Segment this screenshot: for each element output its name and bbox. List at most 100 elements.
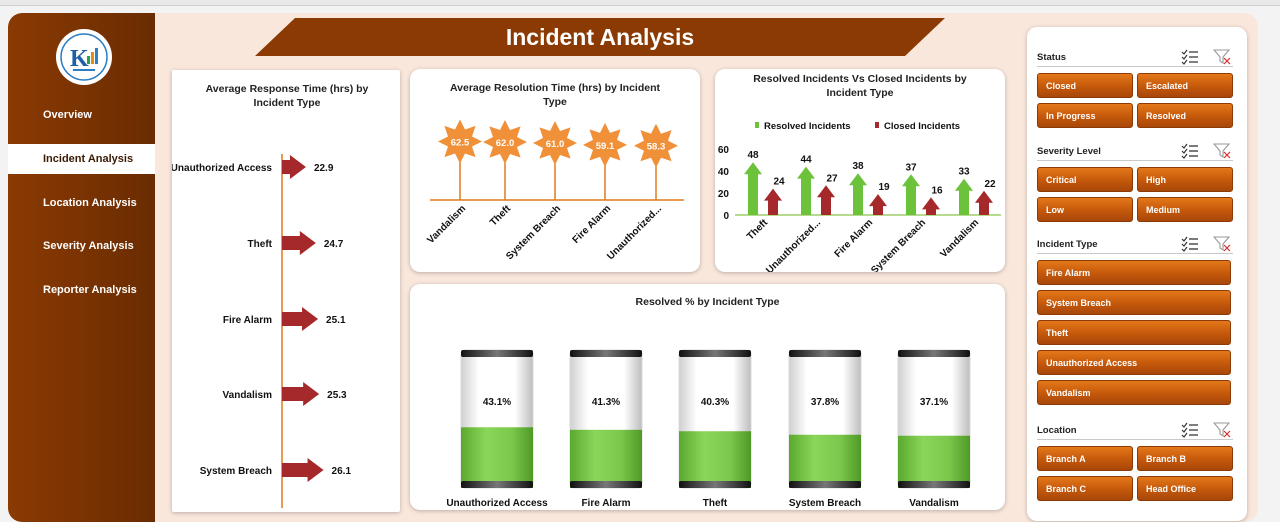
slicer-item-in-progress[interactable]: In Progress [1037, 103, 1133, 128]
legend-swatch [875, 122, 879, 128]
slicer-item-resolved[interactable]: Resolved [1137, 103, 1233, 128]
resolved-bar [797, 166, 815, 215]
response-value-label: 25.1 [326, 315, 346, 326]
slicer-item-unauthorized-access[interactable]: Unauthorized Access [1037, 350, 1231, 375]
closed-value-label: 16 [931, 185, 943, 196]
slicer-item-critical[interactable]: Critical [1037, 167, 1133, 192]
sidebar-item-severity-analysis[interactable]: Severity Analysis [43, 240, 134, 252]
resolved-percent-cylinder [897, 349, 971, 489]
response-category-label: Theft [248, 239, 273, 250]
resolved-percent-category: Unauthorized Access [446, 498, 548, 509]
response-bar [282, 382, 320, 406]
legend-label: Resolved Incidents [764, 121, 851, 132]
resolved-value-label: 48 [747, 150, 759, 161]
sidebar-item-reporter-analysis[interactable]: Reporter Analysis [43, 284, 137, 296]
resolution-category-label: Unauthorized... [605, 203, 664, 262]
page-title: Incident Analysis [505, 23, 695, 50]
response-category-label: Vandalism [223, 390, 273, 401]
slicer-item-theft[interactable]: Theft [1037, 320, 1231, 345]
category-label: Unauthorized... [764, 217, 823, 272]
resolved-bar [849, 173, 867, 215]
resolved-percent-cylinder [678, 349, 752, 489]
response-value-label: 25.3 [327, 390, 347, 401]
resolved-value-label: 44 [800, 155, 812, 166]
dashboard-frame: K Overview Incident Analysis Location Anal… [8, 13, 1258, 522]
closed-bar [764, 188, 782, 215]
resolution-value-label: 61.0 [546, 139, 565, 150]
slicer-item-branch-a[interactable]: Branch A [1037, 446, 1133, 471]
resolved-percent-cylinder [460, 349, 534, 489]
multi-select-icon[interactable] [1181, 143, 1199, 162]
slicer-item-closed[interactable]: Closed [1037, 73, 1133, 98]
slicer-item-branch-b[interactable]: Branch B [1137, 446, 1233, 471]
clear-filter-icon[interactable] [1212, 49, 1231, 68]
resolution-category-label: System Breach [504, 203, 563, 262]
closed-bar [975, 190, 993, 215]
slicer-item-vandalism[interactable]: Vandalism [1037, 380, 1231, 405]
clear-filter-icon[interactable] [1212, 422, 1231, 441]
y-tick-label: 40 [718, 167, 730, 178]
resolution-star-marker [483, 120, 527, 164]
response-time-chart: Unauthorized Access 22.9 Theft 24.7 Fire Ala… [172, 154, 352, 508]
response-value-label: 26.1 [332, 466, 352, 477]
response-category-label: Fire Alarm [223, 315, 272, 326]
slicer-item-head-office[interactable]: Head Office [1137, 476, 1233, 501]
resolution-category-label: Theft [488, 203, 514, 229]
resolution-time-title: Average Resolution Time (hrs) by Inciden… [449, 82, 661, 108]
slicer-item-escalated[interactable]: Escalated [1137, 73, 1233, 98]
response-bar [282, 231, 316, 255]
closed-value-label: 22 [984, 179, 996, 190]
slicer-item-fire-alarm[interactable]: Fire Alarm [1037, 260, 1231, 285]
slicer-panel: Status Closed Escalated In Progress Resolved… [1027, 27, 1247, 521]
category-label: Fire Alarm [833, 217, 876, 260]
slicer-title: Location [1037, 425, 1077, 436]
resolution-value-label: 62.0 [496, 138, 515, 149]
resolution-category-label: Vandalism [425, 203, 468, 246]
resolution-star-marker [533, 121, 577, 165]
multi-select-icon[interactable] [1181, 236, 1199, 255]
multi-select-icon[interactable] [1181, 422, 1199, 441]
resolved-percent-label: 43.1% [483, 397, 511, 408]
resolution-value-label: 59.1 [596, 141, 615, 152]
clear-filter-icon[interactable] [1212, 236, 1231, 255]
category-label: System Breach [869, 217, 928, 272]
slicer-title: Incident Type [1037, 239, 1098, 250]
resolved-percent-category: System Breach [789, 498, 861, 509]
slicer-item-branch-c[interactable]: Branch C [1037, 476, 1133, 501]
resolution-value-label: 58.3 [647, 142, 666, 153]
resolved-bar [955, 178, 973, 215]
resolved-percent-label: 40.3% [701, 397, 729, 408]
multi-select-icon[interactable] [1181, 49, 1199, 68]
slicer-item-low[interactable]: Low [1037, 197, 1133, 222]
closed-bar [922, 197, 940, 215]
slicer-item-high[interactable]: High [1137, 167, 1233, 192]
response-category-label: Unauthorized Access [172, 163, 272, 174]
slicer-item-medium[interactable]: Medium [1137, 197, 1233, 222]
resolved-percent-label: 41.3% [592, 397, 620, 408]
clear-filter-icon[interactable] [1212, 143, 1231, 162]
response-category-label: System Breach [200, 466, 272, 477]
closed-value-label: 27 [826, 173, 838, 184]
resolution-value-label: 62.5 [451, 138, 470, 149]
resolved-closed-card: Resolved Incidents Vs Closed Incidents b… [715, 69, 1005, 272]
resolved-percent-category: Vandalism [909, 498, 959, 509]
sidebar-item-location-analysis[interactable]: Location Analysis [43, 197, 137, 209]
response-value-label: 22.9 [314, 163, 334, 174]
resolution-star-marker [583, 122, 627, 167]
resolution-time-chart: 62.5 Vandalism 62.0 Theft 61.0 System Breach 5… [425, 119, 684, 262]
resolved-percent-category: Theft [703, 498, 728, 509]
sidebar-item-overview[interactable]: Overview [43, 109, 92, 121]
sidebar-item-incident-analysis[interactable]: Incident Analysis [8, 144, 155, 174]
slicer-item-system-breach[interactable]: System Breach [1037, 290, 1231, 315]
closed-value-label: 19 [878, 182, 890, 193]
logo-icon: K [56, 29, 112, 85]
resolved-value-label: 33 [958, 167, 970, 178]
resolution-star-marker [438, 119, 482, 164]
resolved-percent-chart: 43.1% Unauthorized Access 41.3% Fire Alarm 4… [446, 349, 971, 509]
resolution-category-label: Fire Alarm [571, 203, 614, 246]
response-value-label: 24.7 [324, 239, 344, 250]
y-tick-label: 20 [718, 189, 730, 200]
y-tick-label: 0 [723, 211, 729, 222]
resolved-percent-label: 37.1% [920, 397, 948, 408]
closed-bar [869, 194, 887, 215]
